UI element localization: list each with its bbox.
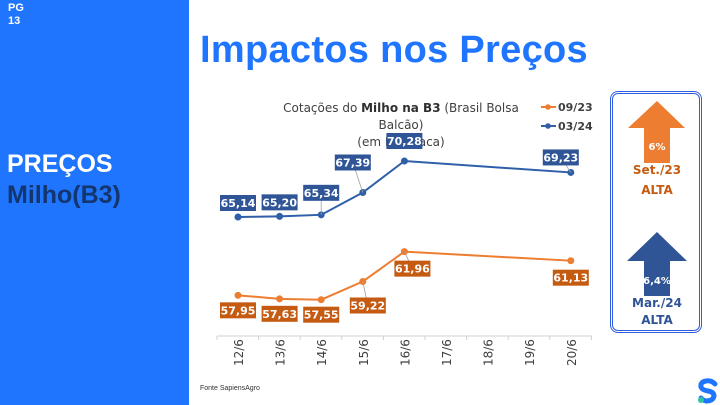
- series-line-09-23: [237, 250, 571, 301]
- data-label-box: [552, 269, 589, 286]
- summary-percent-1: 6%: [648, 142, 666, 153]
- data-label-box: [334, 154, 371, 171]
- data-label: 65,14: [221, 197, 256, 210]
- legend-label: 03/24: [558, 120, 593, 133]
- data-point: [234, 213, 242, 221]
- up-arrow-icon: [627, 232, 687, 296]
- data-label: 67,39: [335, 156, 370, 169]
- data-label-box: [220, 302, 256, 319]
- summary-status-1: ALTA: [641, 183, 673, 197]
- data-label: 57,63: [262, 308, 297, 321]
- data-label: 61,96: [395, 263, 430, 276]
- data-label-box: [349, 297, 386, 314]
- series-line-03-24: [237, 159, 571, 218]
- x-tick-label: 20/6: [565, 339, 579, 366]
- x-tick-label: 16/6: [398, 339, 412, 366]
- data-label: 69,23: [543, 151, 578, 164]
- data-point: [234, 291, 242, 299]
- x-tick-label: 15/6: [357, 339, 371, 366]
- page-label: PG: [8, 2, 24, 14]
- data-point: [276, 212, 284, 220]
- data-label: 59,22: [350, 299, 385, 312]
- chart-title-pre: Cotações do: [283, 101, 362, 115]
- data-label: 57,95: [221, 304, 256, 317]
- summary-period-2: Mar./24: [632, 296, 682, 310]
- x-tick-label: 12/6: [232, 339, 246, 366]
- source-note: Fonte SapiensAgro: [200, 385, 260, 392]
- data-label-box: [394, 260, 431, 277]
- chart-title-bold: Milho na B3: [361, 101, 441, 115]
- summary-status-2: ALTA: [641, 313, 673, 327]
- data-label: 61,13: [553, 272, 588, 285]
- x-tick-label: 14/6: [315, 339, 329, 366]
- x-tick-label: 18/6: [482, 339, 496, 366]
- data-label-box: [220, 195, 256, 211]
- x-tick-label: 13/6: [274, 339, 288, 366]
- summary-percent-2: 6,4%: [643, 276, 671, 287]
- legend-label: 09/23: [558, 101, 593, 114]
- page-title: Impactos nos Preços: [200, 29, 588, 71]
- data-point: [567, 257, 575, 265]
- up-arrow-icon: [628, 101, 685, 163]
- data-label: 70,28: [387, 135, 422, 148]
- data-label-box: [261, 194, 298, 211]
- chart-title: Cotações do Milho na B3 (Brasil Bolsa Ba…: [270, 100, 532, 151]
- data-point: [400, 157, 408, 165]
- section-title: PREÇOS: [7, 150, 113, 178]
- data-label-box: [303, 184, 340, 201]
- data-label-box: [386, 133, 423, 149]
- summary-period-1: Set./23: [632, 163, 682, 177]
- data-point: [276, 295, 284, 303]
- data-label: 65,20: [262, 196, 297, 209]
- data-label-box: [261, 305, 298, 322]
- x-tick-label: 19/6: [523, 339, 537, 366]
- x-tick-label: 17/6: [440, 339, 454, 366]
- data-label: 57,55: [304, 309, 339, 322]
- section-subtitle: Milho(B3): [7, 181, 121, 209]
- legend-swatch-marker: [545, 123, 551, 129]
- page-number-value: 13: [8, 15, 21, 27]
- data-label-box: [542, 149, 579, 166]
- left-panel: PG 13 PREÇOS Milho(B3): [0, 0, 189, 405]
- page-number: PG 13: [8, 2, 24, 28]
- summary-panel: [610, 91, 702, 333]
- data-point: [317, 296, 325, 304]
- data-label: 65,34: [304, 187, 339, 200]
- data-label-box: [303, 306, 340, 323]
- chart-title-post: (Brasil Bolsa Balcão): [378, 101, 519, 132]
- legend-swatch-marker: [545, 104, 551, 110]
- sapiensagro-logo-icon: [698, 378, 718, 404]
